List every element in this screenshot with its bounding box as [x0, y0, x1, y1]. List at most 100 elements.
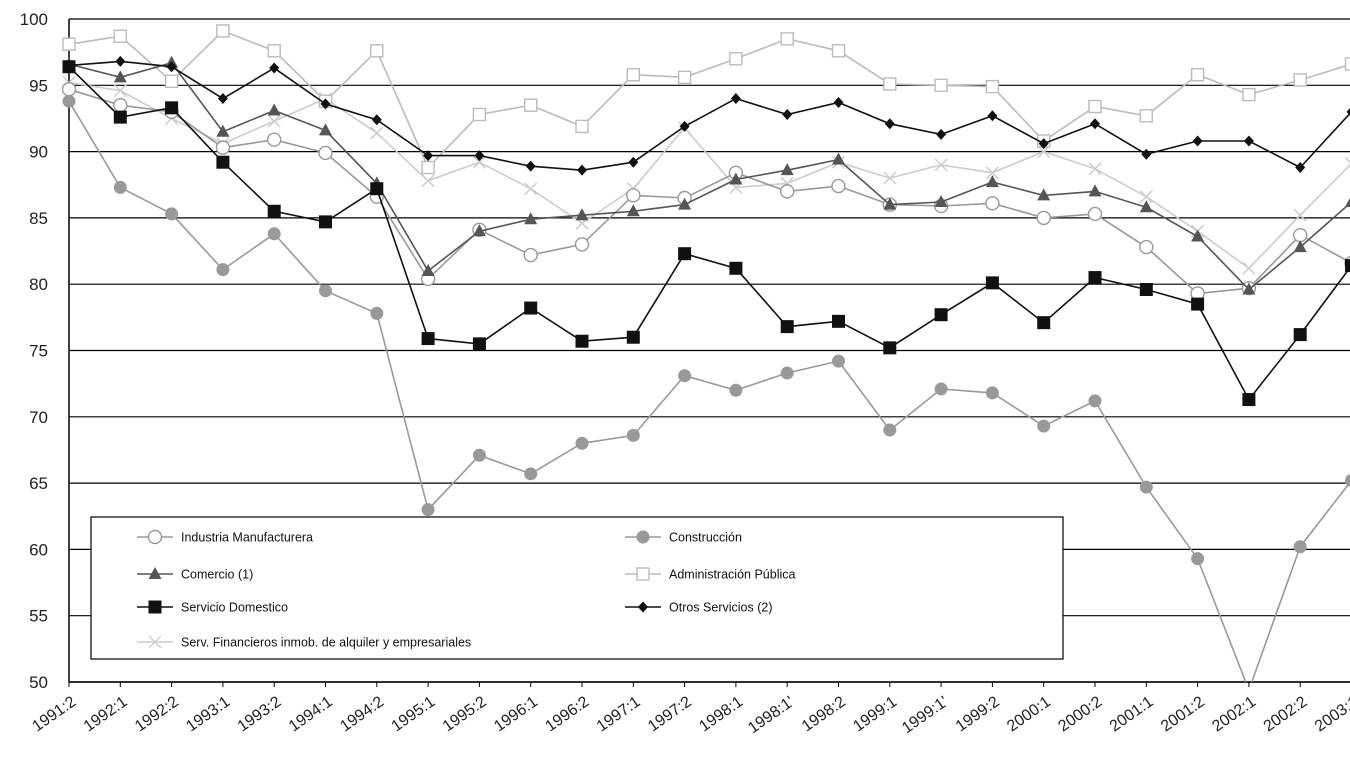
open-square-marker	[1089, 101, 1101, 113]
x-marker	[1089, 163, 1101, 175]
x-tick-label: 1998:1'	[745, 693, 797, 737]
x-tick-label: 1996:2	[542, 693, 592, 735]
filled-square-marker	[627, 331, 640, 344]
filled-circle-marker	[114, 181, 126, 193]
legend-label: Serv. Financieros inmob. de alquiler y e…	[181, 636, 471, 650]
open-square-marker	[1140, 110, 1152, 122]
x-marker	[525, 183, 537, 195]
open-square-marker	[1243, 89, 1255, 101]
series-filled-diamond	[64, 56, 1350, 176]
filled-square-marker	[1089, 271, 1102, 284]
triangle-marker	[268, 103, 281, 115]
y-tick-label: 75	[29, 342, 48, 361]
diamond-marker	[885, 118, 895, 129]
x-tick-label: 2001:1	[1107, 693, 1157, 735]
x-tick-label: 2002:1	[1209, 693, 1259, 735]
filled-square-marker	[268, 205, 281, 218]
filled-square-marker	[678, 247, 691, 260]
y-tick-label: 80	[29, 275, 48, 294]
diamond-marker	[218, 93, 228, 104]
open-square-marker	[114, 30, 126, 42]
legend-label: Otros Servicios (2)	[669, 601, 773, 615]
x-marker	[1243, 262, 1255, 274]
x-tick-label: 2000:2	[1055, 693, 1105, 735]
diamond-marker	[526, 161, 536, 172]
x-tick-label: 1993:1	[183, 693, 233, 735]
open-square-marker	[986, 81, 998, 93]
open-square-marker	[679, 71, 691, 83]
filled-square-marker	[524, 302, 537, 315]
filled-square-marker	[1191, 298, 1204, 311]
filled-square-marker	[986, 276, 999, 289]
filled-circle-marker	[525, 468, 537, 480]
filled-square-marker	[1242, 393, 1255, 406]
open-square-marker	[422, 162, 434, 174]
legend-item: Servicio Domestico	[137, 601, 288, 615]
triangle-marker	[422, 264, 435, 276]
legend-item: Construcción	[625, 531, 742, 545]
filled-circle-marker	[935, 383, 947, 395]
x-tick-label: 2000:1	[1004, 693, 1054, 735]
filled-circle-marker	[1140, 481, 1152, 493]
filled-square-marker	[576, 335, 589, 348]
filled-square-marker	[1140, 283, 1153, 296]
diamond-marker	[577, 165, 587, 176]
x-tick-label: 2002:2	[1261, 693, 1311, 735]
diamond-marker	[731, 93, 741, 104]
filled-square-marker	[473, 337, 486, 350]
y-tick-label: 70	[29, 408, 48, 427]
filled-circle-marker	[576, 437, 588, 449]
filled-circle-marker	[217, 264, 229, 276]
open-circle-marker	[627, 189, 640, 202]
filled-square-marker	[319, 215, 332, 228]
diamond-marker	[834, 97, 844, 108]
diamond-marker	[1090, 118, 1100, 129]
filled-square-marker	[832, 315, 845, 328]
x-tick-label: 1995:1	[389, 693, 439, 735]
x-marker	[1294, 209, 1306, 221]
filled-square-marker	[1294, 328, 1307, 341]
triangle-marker	[1294, 240, 1307, 252]
open-circle-marker	[781, 185, 794, 198]
filled-circle-marker	[166, 208, 178, 220]
filled-square-marker	[1345, 259, 1350, 272]
filled-circle-marker	[1346, 474, 1350, 486]
filled-square-marker	[729, 262, 742, 275]
diamond-marker	[1141, 149, 1151, 160]
open-square-marker	[268, 45, 280, 57]
open-square-marker	[935, 79, 947, 91]
filled-square-marker	[883, 341, 896, 354]
triangle-marker	[1089, 184, 1102, 196]
filled-circle-marker	[833, 355, 845, 367]
diamond-marker	[782, 109, 792, 120]
filled-circle-marker	[63, 95, 75, 107]
open-circle-marker	[63, 83, 76, 96]
legend-label: Industria Manufacturera	[181, 531, 313, 545]
open-square-marker	[833, 45, 845, 57]
x-tick-label: 1998:1	[696, 693, 746, 735]
filled-circle-marker	[637, 531, 649, 543]
filled-circle-marker	[730, 384, 742, 396]
filled-circle-marker	[884, 424, 896, 436]
open-circle-marker	[524, 249, 537, 262]
open-circle-marker	[1140, 241, 1153, 254]
y-tick-label: 100	[20, 10, 48, 29]
x-tick-label: 1993:2	[235, 693, 285, 735]
x-tick-label: 1992:2	[132, 693, 182, 735]
open-circle-marker	[576, 238, 589, 251]
x-tick-label: 1996:1	[491, 693, 541, 735]
legend-label: Comercio (1)	[181, 568, 253, 582]
x-tick-label: 1992:1	[81, 693, 131, 735]
open-circle-marker	[114, 99, 127, 112]
legend-label: Administración Pública	[669, 568, 795, 582]
filled-square-marker	[781, 320, 794, 333]
diamond-marker	[628, 157, 638, 168]
open-circle-marker	[1037, 211, 1050, 224]
series-line	[69, 83, 1350, 269]
filled-circle-marker	[627, 429, 639, 441]
filled-square-marker	[149, 601, 162, 614]
filled-square-marker	[216, 156, 229, 169]
filled-circle-marker	[781, 367, 793, 379]
filled-square-marker	[165, 101, 178, 114]
